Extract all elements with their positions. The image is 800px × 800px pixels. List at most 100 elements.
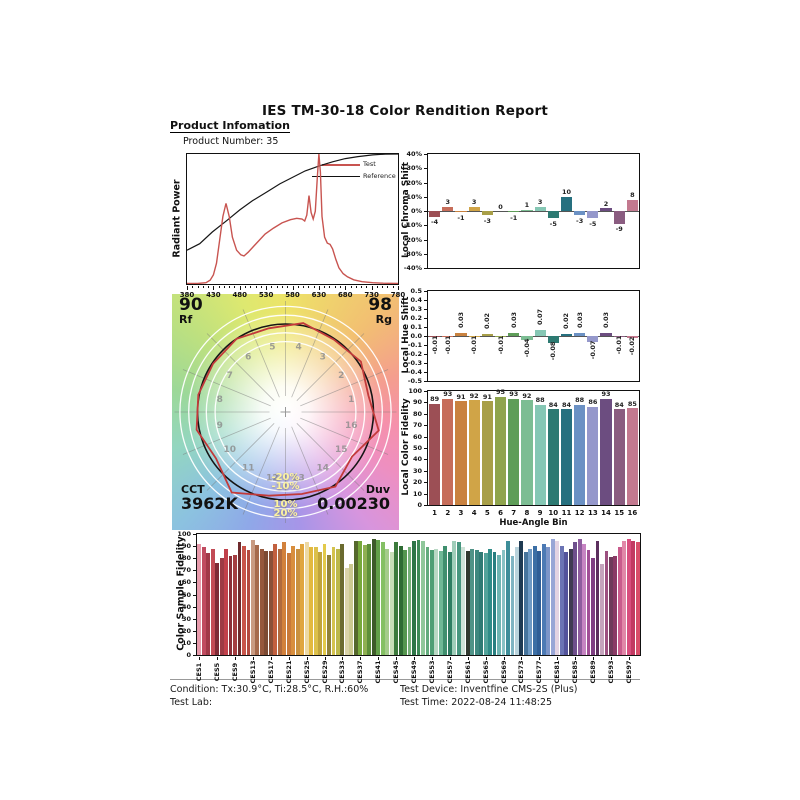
bar-bin-5 bbox=[481, 334, 493, 336]
x-tick-mark bbox=[217, 656, 219, 660]
ces-bar-78 bbox=[541, 543, 546, 655]
hue-bin-spoke bbox=[300, 369, 389, 407]
ces-bar-97 bbox=[626, 538, 631, 655]
bar-value-label: 85 bbox=[627, 399, 637, 408]
percent-ring bbox=[214, 340, 357, 484]
ces-bar-5 bbox=[215, 563, 220, 655]
bar-value-label: 0 bbox=[498, 202, 503, 211]
bar-value-label: 84 bbox=[614, 400, 624, 409]
y-tick-label: 40% bbox=[406, 150, 422, 158]
ces-bar-8 bbox=[228, 555, 233, 655]
y-tick-mark bbox=[423, 413, 428, 415]
y-tick-label: 30 bbox=[412, 466, 422, 475]
x-category-label: CES81 bbox=[553, 660, 562, 684]
ces-bar-86 bbox=[577, 538, 582, 655]
bar-bin-8 bbox=[521, 209, 533, 211]
ces-bar-72 bbox=[515, 547, 519, 655]
ces-bar-42 bbox=[380, 542, 385, 655]
bar-value-label: 86 bbox=[588, 398, 598, 407]
bar-value-label: 92 bbox=[522, 391, 532, 400]
x-category-label: CES49 bbox=[410, 660, 419, 684]
x-tick-mark bbox=[334, 285, 336, 288]
bar-value-label: -0.04 bbox=[522, 338, 531, 357]
ces-bar-87 bbox=[582, 543, 586, 655]
bar-bin-5 bbox=[481, 401, 493, 505]
ces-bar-17 bbox=[268, 550, 273, 655]
ces-bar-44 bbox=[389, 552, 394, 655]
bar-value-label: -0.01 bbox=[615, 335, 624, 355]
bar-bin-5 bbox=[481, 211, 493, 216]
y-tick-mark bbox=[423, 482, 428, 484]
x-tick-mark bbox=[245, 285, 247, 288]
ces-bar-95 bbox=[617, 547, 622, 655]
hue-angle-bin-xlabel: Hue-Angle Bin bbox=[499, 518, 568, 528]
spd-reference-line bbox=[187, 154, 398, 251]
ces-bar-70 bbox=[506, 541, 510, 655]
bar-value-label: 84 bbox=[561, 400, 571, 409]
bar-bin-9 bbox=[534, 206, 546, 211]
ces-bar-1 bbox=[197, 543, 202, 655]
ces-bar-49 bbox=[412, 541, 416, 655]
bar-value-label: 91 bbox=[456, 392, 466, 401]
plot-border bbox=[195, 532, 641, 656]
bar-bin-2 bbox=[442, 336, 454, 337]
y-tick-mark bbox=[423, 196, 428, 198]
bar-bin-12 bbox=[574, 211, 586, 216]
ces-bar-89 bbox=[591, 558, 595, 655]
bar-bin-10 bbox=[547, 336, 559, 344]
bar-value-label: 3 bbox=[471, 198, 477, 207]
ces-bar-48 bbox=[407, 547, 412, 655]
hue-bin-spoke bbox=[291, 426, 329, 515]
ces-bar-16 bbox=[264, 550, 269, 655]
x-category-label: CES41 bbox=[374, 660, 383, 684]
x-tick-mark bbox=[339, 285, 341, 288]
y-tick-label: -0.3 bbox=[407, 359, 422, 367]
ces-bar-54 bbox=[434, 548, 439, 655]
ces-bar-79 bbox=[546, 547, 551, 655]
ces-bar-45 bbox=[394, 542, 399, 655]
x-tick-mark bbox=[342, 656, 344, 660]
ces-bar-50 bbox=[416, 540, 421, 655]
x-category-label: CES85 bbox=[571, 660, 580, 684]
x-tick-mark bbox=[324, 285, 326, 288]
x-tick-mark bbox=[223, 285, 225, 288]
x-tick-mark bbox=[276, 285, 278, 288]
bar-bin-6 bbox=[494, 336, 507, 337]
x-tick-mark bbox=[628, 656, 630, 660]
x-category-label: 11 bbox=[561, 509, 572, 517]
bar-value-label: -0.01 bbox=[496, 335, 505, 355]
bar-bin-2 bbox=[442, 398, 454, 505]
y-tick-label: -30% bbox=[403, 249, 422, 258]
x-category-label: CES57 bbox=[445, 660, 454, 684]
bin-number: 12 bbox=[266, 474, 279, 484]
ces-bar-25 bbox=[304, 542, 309, 655]
ces-bar-20 bbox=[282, 542, 287, 655]
bar-bin-4 bbox=[468, 336, 480, 337]
y-tick-mark bbox=[423, 493, 428, 495]
y-tick-label: -20% bbox=[403, 235, 422, 244]
ces-bar-43 bbox=[385, 548, 390, 655]
bar-value-label: -0.07 bbox=[588, 340, 597, 360]
ces-bar-77 bbox=[537, 550, 542, 655]
x-tick-mark bbox=[318, 285, 320, 290]
x-category-label: CES73 bbox=[517, 660, 526, 684]
x-category-label: CES69 bbox=[499, 660, 508, 684]
hue-bin-spoke bbox=[182, 417, 271, 455]
bar-value-label: -0.08 bbox=[549, 341, 558, 361]
percent-ring bbox=[205, 332, 366, 492]
y-tick-label: 10 bbox=[181, 638, 191, 647]
bar-bin-16 bbox=[626, 408, 638, 505]
y-tick-mark bbox=[192, 570, 197, 572]
x-tick-mark bbox=[360, 656, 362, 660]
ces-bar-55 bbox=[438, 550, 443, 655]
x-tick-mark bbox=[539, 656, 541, 660]
y-tick-label: -0.5 bbox=[407, 377, 422, 385]
x-category-label: 3 bbox=[458, 509, 464, 517]
ces-bar-59 bbox=[456, 542, 461, 655]
y-tick-label: 50 bbox=[181, 590, 191, 599]
x-tick-mark bbox=[575, 656, 577, 660]
bar-value-label: -3 bbox=[483, 216, 491, 225]
bar-value-label: -0.01 bbox=[430, 335, 439, 355]
y-tick-mark bbox=[192, 546, 197, 548]
ces-bar-62 bbox=[470, 548, 475, 655]
